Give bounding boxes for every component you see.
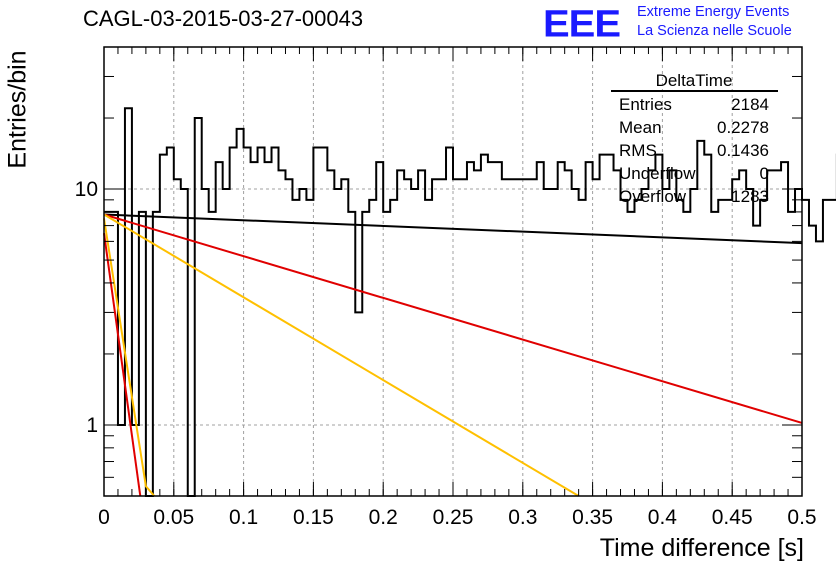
- stats-value: 0: [760, 164, 769, 183]
- y-tick-label: 10: [75, 178, 98, 201]
- histogram-line: [104, 107, 836, 497]
- x-tick-label: 0.4: [648, 506, 678, 529]
- x-tick-label: 0.3: [508, 506, 537, 529]
- x-axis-label: Time difference [s]: [599, 534, 804, 562]
- logo-line1: Extreme Energy Events: [637, 4, 790, 20]
- fit-line-2: [103, 213, 803, 424]
- x-tick-label: 0.05: [153, 506, 194, 529]
- stats-label: Mean: [619, 118, 662, 137]
- fit-line-1: [103, 213, 803, 245]
- stats-value: 1283: [731, 187, 769, 206]
- x-tick-label: 0.2: [369, 506, 398, 529]
- eee-logo: EEE: [543, 3, 621, 45]
- x-tick-label: 0.15: [293, 506, 334, 529]
- x-tick-label: 0.35: [572, 506, 613, 529]
- logo-text: Extreme Energy Events La Scienza nelle S…: [637, 3, 792, 41]
- stats-value: 0.1436: [717, 141, 769, 160]
- fit-line-5: [103, 218, 156, 497]
- stats-label: Underflow: [619, 164, 696, 183]
- stats-value: 0.2278: [717, 118, 769, 137]
- x-tick-label: 0.25: [433, 506, 474, 529]
- fit-line-4: [103, 233, 142, 497]
- stats-label: Entries: [619, 95, 672, 114]
- stats-label: RMS: [619, 141, 657, 160]
- stats-label: Overflow: [619, 187, 687, 206]
- x-tick-label: 0.5: [787, 506, 816, 529]
- x-tick-label: 0: [98, 506, 110, 529]
- stats-title: DeltaTime: [656, 71, 733, 90]
- y-tick-label: 1: [86, 414, 98, 437]
- stats-box: DeltaTime Entries 2184 Mean 0.2278 RMS 0.1436 U…: [611, 71, 778, 206]
- logo-line2: La Scienza nelle Scuole: [637, 23, 792, 39]
- x-tick-label: 0.1: [229, 506, 258, 529]
- chart-title: CAGL-03-2015-03-27-00043: [83, 6, 364, 31]
- stats-value: 2184: [731, 95, 769, 114]
- x-tick-label: 0.45: [712, 506, 753, 529]
- fit-line-3: [103, 213, 580, 497]
